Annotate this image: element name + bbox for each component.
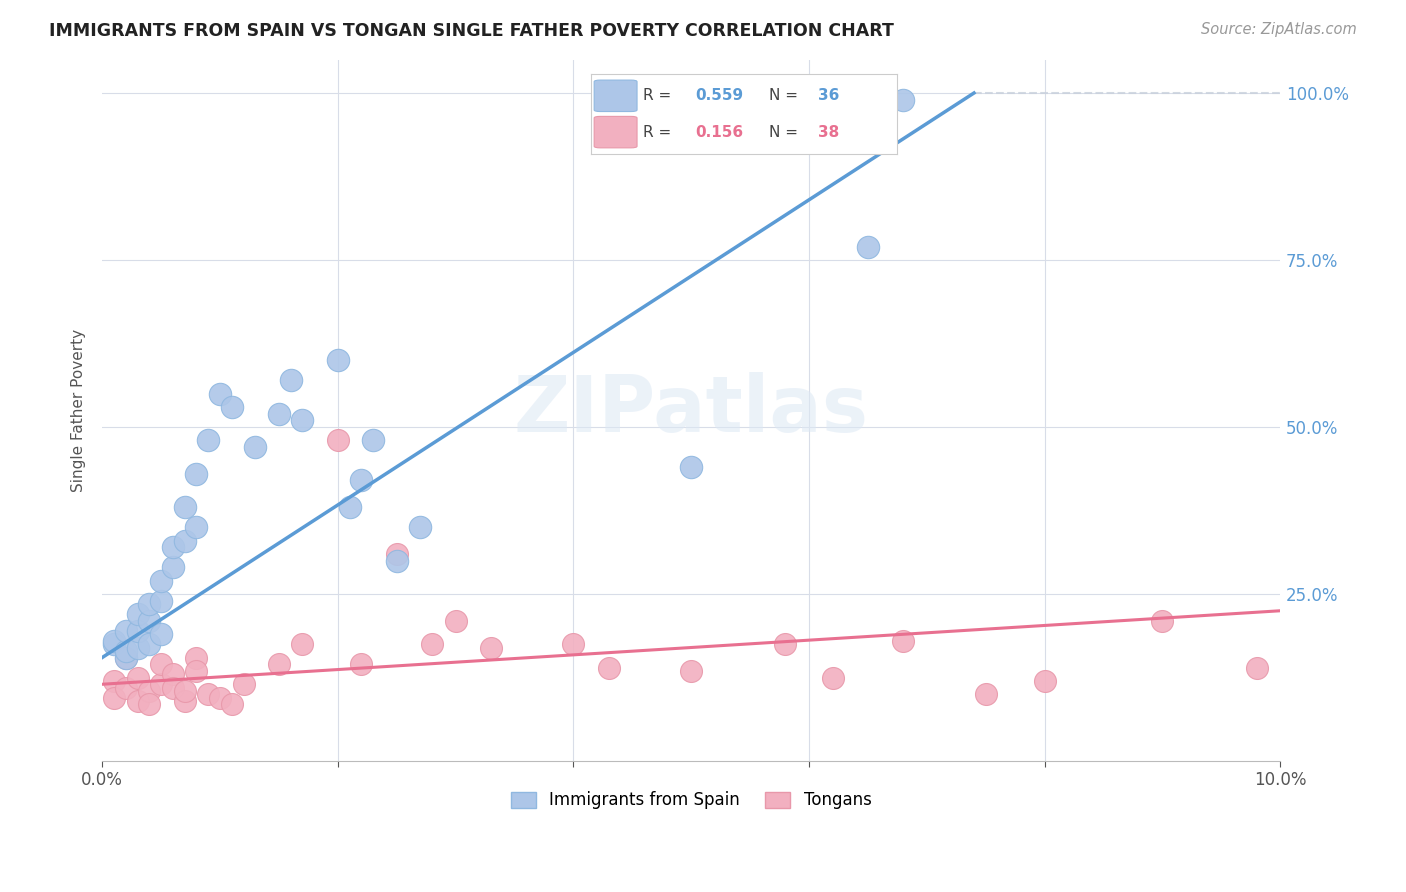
Point (208, 690, 231, 705)
Point (891, 93, 914, 107)
Point (103, 633, 125, 648)
Point (150, 593, 173, 607)
Point (173, 684, 195, 698)
Point (291, 413, 314, 427)
Point (114, 650, 136, 665)
Point (385, 554, 408, 568)
Point (350, 474, 373, 488)
Point (197, 434, 219, 448)
Point (138, 684, 160, 698)
Point (479, 640, 502, 655)
Point (150, 657, 173, 672)
Point (173, 694, 195, 708)
Point (186, 650, 208, 665)
Point (291, 637, 314, 651)
Text: ZIPatlas: ZIPatlas (513, 372, 869, 449)
Point (162, 541, 184, 555)
Point (208, 386, 231, 401)
Point (221, 698, 243, 712)
Point (186, 467, 208, 481)
Point (267, 657, 290, 672)
Point (114, 681, 136, 695)
Point (186, 520, 208, 534)
Point (197, 687, 219, 701)
Point (326, 353, 349, 368)
Point (681, 664, 703, 678)
Legend: Immigrants from Spain, Tongans: Immigrants from Spain, Tongans (505, 785, 879, 816)
Point (221, 400, 243, 414)
Point (150, 627, 173, 641)
Point (103, 690, 125, 705)
Point (245, 440, 267, 454)
Point (821, 671, 844, 685)
Point (350, 657, 373, 672)
Point (186, 664, 208, 678)
Point (138, 637, 160, 651)
Point (681, 460, 703, 475)
Point (1246, 660, 1268, 674)
Text: Source: ZipAtlas.com: Source: ZipAtlas.com (1201, 22, 1357, 37)
Point (173, 500, 195, 515)
Point (232, 677, 254, 691)
Point (562, 637, 585, 651)
Point (127, 640, 149, 655)
Point (127, 694, 149, 708)
Point (891, 633, 914, 648)
Point (114, 650, 136, 665)
Point (127, 607, 149, 621)
Point (409, 520, 432, 534)
Point (339, 500, 361, 515)
Point (162, 681, 184, 695)
Point (420, 637, 443, 651)
Text: IMMIGRANTS FROM SPAIN VS TONGAN SINGLE FATHER POVERTY CORRELATION CHART: IMMIGRANTS FROM SPAIN VS TONGAN SINGLE F… (49, 22, 894, 40)
Point (775, 637, 797, 651)
Point (326, 434, 349, 448)
Point (856, 240, 879, 254)
Point (974, 687, 997, 701)
Point (138, 698, 160, 712)
Point (1152, 614, 1174, 628)
Point (103, 673, 125, 688)
Y-axis label: Single Father Poverty: Single Father Poverty (72, 329, 86, 491)
Point (103, 637, 125, 651)
Point (162, 667, 184, 681)
Point (114, 644, 136, 658)
Point (127, 624, 149, 638)
Point (444, 614, 467, 628)
Point (162, 560, 184, 574)
Point (267, 407, 290, 421)
Point (150, 677, 173, 691)
Point (173, 533, 195, 548)
Point (114, 624, 136, 638)
Point (385, 547, 408, 561)
Point (138, 597, 160, 611)
Point (138, 614, 160, 628)
Point (361, 434, 384, 448)
Point (150, 574, 173, 588)
Point (598, 660, 620, 674)
Point (280, 373, 302, 387)
Point (1033, 673, 1056, 688)
Point (127, 671, 149, 685)
